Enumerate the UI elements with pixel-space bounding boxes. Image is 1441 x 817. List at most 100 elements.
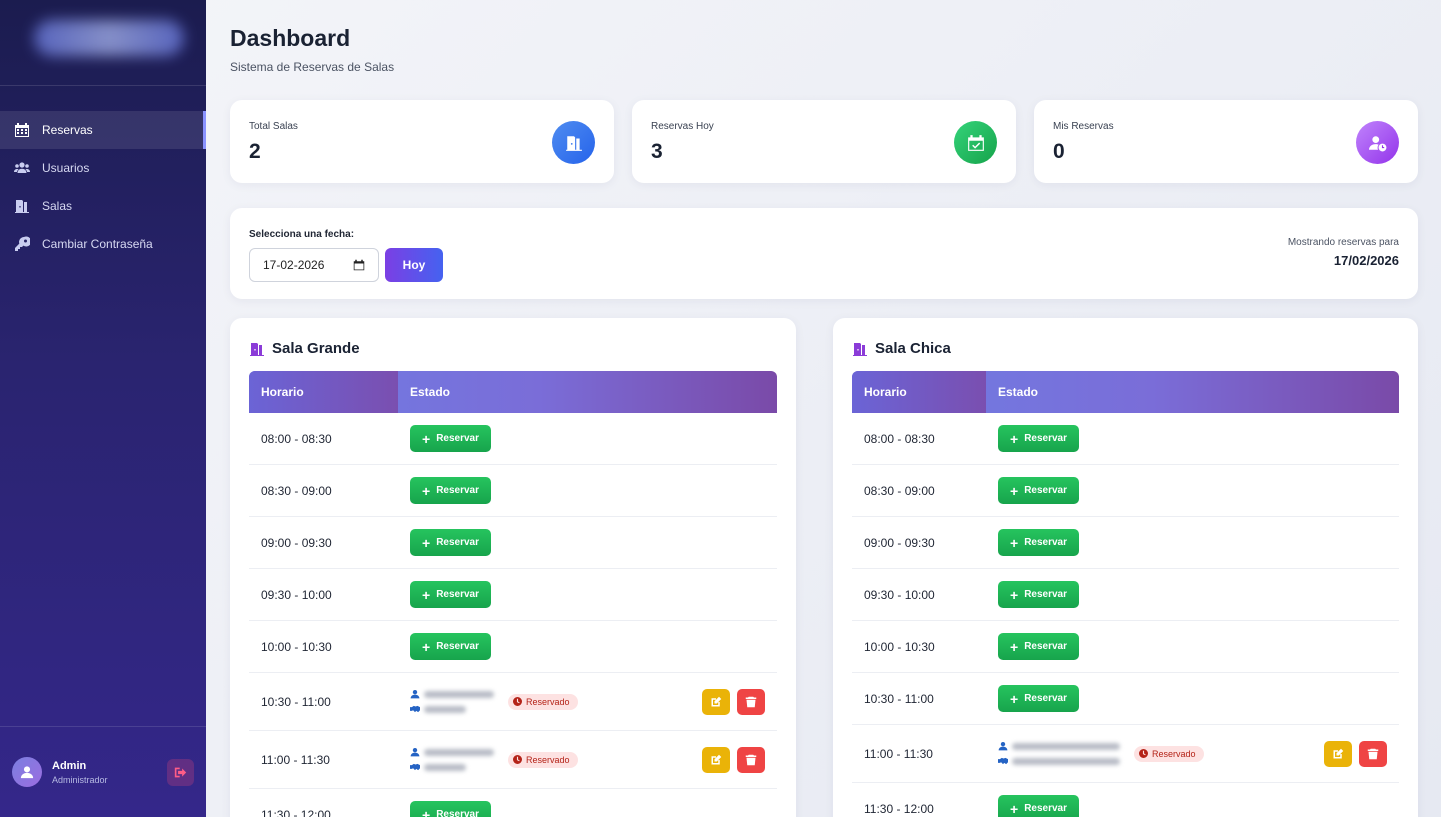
reserve-label: Reservar [1024, 589, 1067, 600]
page-subtitle: Sistema de Reservas de Salas [230, 60, 395, 74]
stat-label: Mis Reservas [1053, 121, 1114, 132]
stat-card-reservas-hoy: Reservas Hoy 3 [632, 100, 1016, 183]
user-name: Admin [52, 759, 87, 772]
trash-icon [745, 754, 757, 765]
slot-time: 08:30 - 09:00 [261, 483, 332, 498]
table-row: 10:00 - 10:30 + Reservar [852, 621, 1399, 673]
delete-button[interactable] [1359, 740, 1387, 767]
table-row: 10:30 - 11:00 Reservado [249, 673, 777, 731]
reserve-button[interactable]: + Reservar [410, 425, 491, 452]
edit-button[interactable] [702, 688, 730, 715]
table-row: 09:00 - 09:30 + Reservar [852, 517, 1399, 569]
edit-button[interactable] [1324, 740, 1352, 767]
table-row: 09:30 - 10:00 + Reservar [852, 569, 1399, 621]
booking-info [998, 741, 1120, 766]
stat-value: 0 [1053, 140, 1065, 163]
badge-label: Reservado [1152, 748, 1196, 759]
slot-status: + Reservar [986, 465, 1399, 516]
stat-value: 2 [249, 140, 261, 163]
delete-button[interactable] [737, 688, 765, 715]
sidebar-item-usuarios[interactable]: Usuarios [0, 149, 206, 187]
user-icon [410, 747, 420, 757]
date-label: Selecciona una fecha: [249, 229, 355, 240]
stat-value: 3 [651, 140, 663, 163]
page-title: Dashboard [230, 25, 351, 51]
reserve-label: Reservar [1024, 641, 1067, 652]
key-icon [15, 236, 30, 251]
reserve-button[interactable]: + Reservar [410, 529, 491, 556]
slot-time: 10:30 - 11:00 [864, 691, 934, 706]
reserve-button[interactable]: + Reservar [410, 477, 491, 504]
table-row: 11:00 - 11:30 Reservado [249, 731, 777, 789]
row-actions [702, 746, 765, 773]
sidebar-item-cambiar-contrasena[interactable]: Cambiar Contraseña [0, 225, 206, 263]
slot-time: 11:30 - 12:00 [261, 807, 331, 817]
reserve-button[interactable]: + Reservar [998, 581, 1079, 608]
table-row: 10:00 - 10:30 + Reservar [249, 621, 777, 673]
row-actions [1324, 740, 1387, 767]
table-row: 09:00 - 09:30 + Reservar [249, 517, 777, 569]
stat-icon-bg [954, 121, 997, 164]
door-icon [853, 342, 867, 356]
plus-icon: + [1010, 534, 1019, 551]
stat-label: Reservas Hoy [651, 121, 714, 132]
avatar [12, 757, 42, 787]
stat-icon-bg [552, 121, 595, 164]
reserve-button[interactable]: + Reservar [410, 581, 491, 608]
user-role: Administrador [52, 774, 108, 785]
slot-time: 11:30 - 12:00 [864, 801, 934, 816]
room-title: Sala Chica [852, 340, 951, 357]
table-header: Horario Estado [249, 371, 777, 413]
showing-date: 17/02/2026 [1333, 253, 1399, 268]
sidebar-item-reservas[interactable]: Reservas [0, 111, 206, 149]
row-actions [702, 688, 765, 715]
door-icon [565, 135, 582, 151]
table-row: 08:30 - 09:00 + Reservar [249, 465, 777, 517]
reserve-button[interactable]: + Reservar [998, 529, 1079, 556]
slots-table: 08:00 - 08:30 + Reservar 08:30 - 09:00 + Rese… [852, 413, 1399, 817]
redacted-purpose [424, 763, 466, 771]
slot-status: + Reservar [986, 517, 1399, 568]
header-estado: Estado [998, 385, 1039, 399]
plus-icon: + [422, 586, 431, 603]
date-input[interactable]: 17-02-2026 [249, 248, 379, 282]
plus-icon: + [1010, 430, 1019, 447]
reserve-label: Reservar [436, 589, 479, 600]
table-row: 10:30 - 11:00 + Reservar [852, 673, 1399, 725]
header-horario: Horario [249, 371, 398, 413]
booking-info [410, 747, 494, 772]
header-horario: Horario [852, 371, 986, 413]
reserve-button[interactable]: + Reservar [410, 633, 491, 660]
sidebar-item-label: Usuarios [42, 161, 90, 175]
slot-status: + Reservar [398, 517, 777, 568]
stat-icon-bg [1356, 121, 1399, 164]
reserve-label: Reservar [1024, 803, 1067, 814]
reserve-button[interactable]: + Reservar [998, 795, 1079, 817]
redacted-purpose [424, 705, 466, 713]
plus-icon: + [1010, 690, 1019, 707]
reserve-button[interactable]: + Reservar [998, 425, 1079, 452]
today-button[interactable]: Hoy [385, 248, 443, 282]
reserve-button[interactable]: + Reservar [998, 633, 1079, 660]
reserve-button[interactable]: + Reservar [998, 477, 1079, 504]
slot-status: + Reservar [986, 569, 1399, 620]
user-box: Admin Administrador [0, 726, 206, 817]
slot-time: 09:30 - 10:00 [261, 587, 332, 602]
stat-card-mis-reservas: Mis Reservas 0 [1034, 100, 1418, 183]
slot-time: 09:00 - 09:30 [864, 535, 935, 550]
delete-button[interactable] [737, 746, 765, 773]
sidebar-item-salas[interactable]: Salas [0, 187, 206, 225]
reserve-label: Reservar [436, 641, 479, 652]
edit-button[interactable] [702, 746, 730, 773]
plus-icon: + [1010, 482, 1019, 499]
table-row: 09:30 - 10:00 + Reservar [249, 569, 777, 621]
reserve-button[interactable]: + Reservar [998, 685, 1079, 712]
showing-info: Mostrando reservas para 17/02/2026 [1288, 237, 1399, 268]
user-icon [20, 766, 34, 779]
table-row: 08:00 - 08:30 + Reservar [249, 413, 777, 465]
reserve-button[interactable]: + Reservar [410, 801, 491, 817]
logout-button[interactable] [167, 758, 194, 786]
slot-status: + Reservar [398, 569, 777, 620]
handshake-icon [998, 757, 1008, 765]
table-row: 11:30 - 12:00 + Reservar [249, 789, 777, 817]
